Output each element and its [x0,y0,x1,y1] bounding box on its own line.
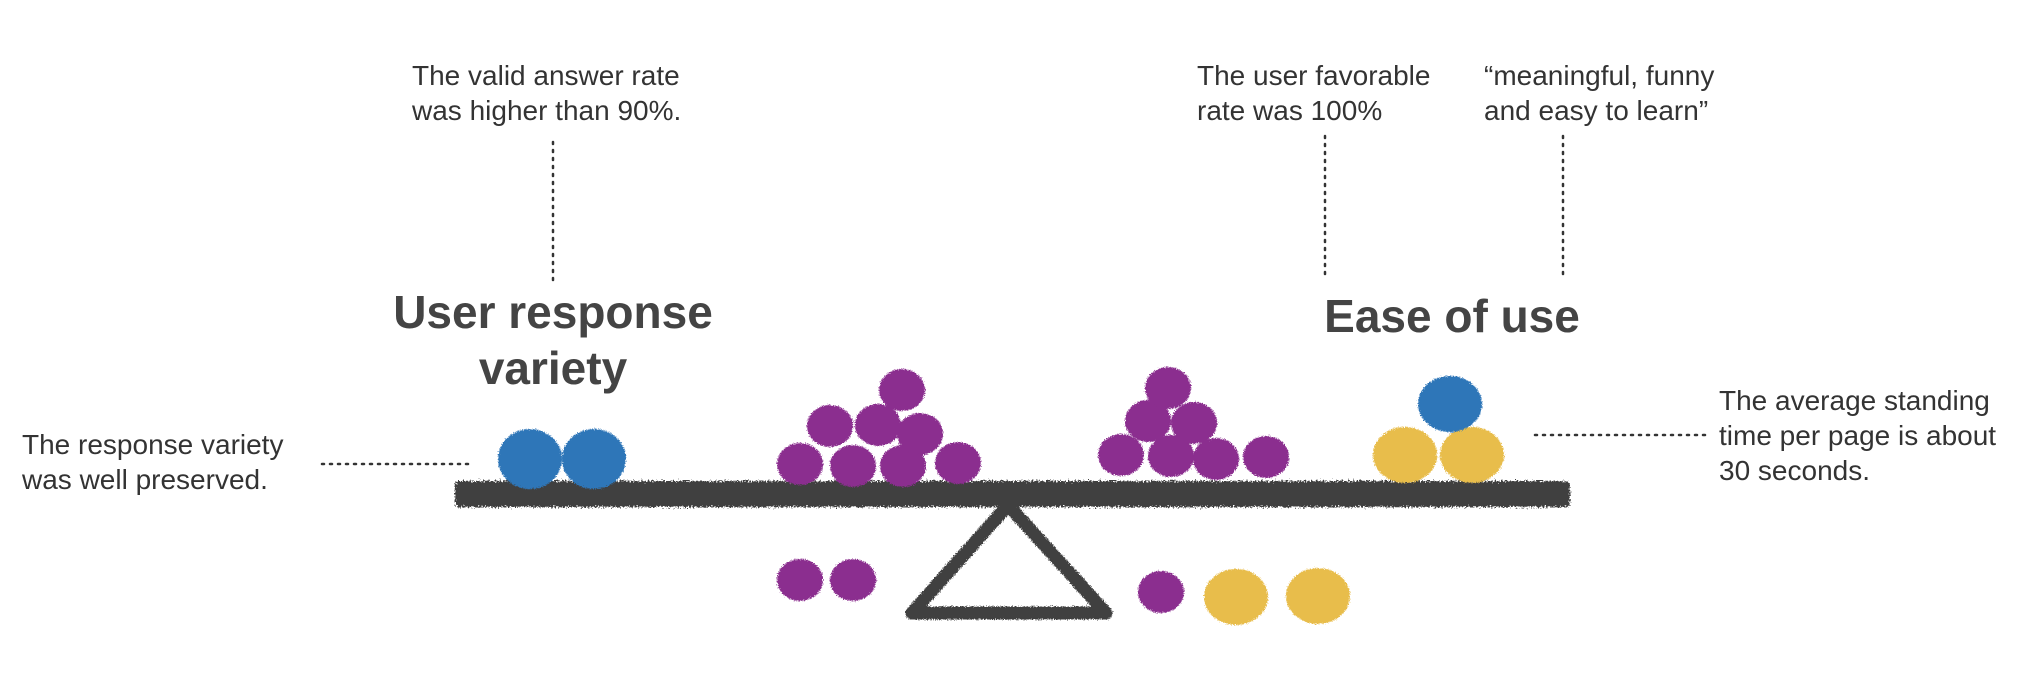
left-top-note-line-1: The valid answer rate [412,60,680,91]
right-side-note-line-2: time per page is about [1719,420,1997,451]
left-side-note-line-2: was well preserved. [22,464,268,495]
left-heading-line-2: variety [478,342,628,394]
ball-yellow-right-2 [1440,427,1504,483]
ball-blue-left-1 [498,429,562,489]
ball-purple-lc-6 [855,404,901,446]
ball-purple-lc-1 [777,443,823,485]
ball-purple-below-2 [830,559,876,601]
left-heading-line-1: User response [393,286,713,338]
right-side-note-line-3: 30 seconds. [1719,455,1870,486]
ball-purple-below-1 [777,559,823,601]
fulcrum-triangle [905,498,1113,620]
right-top-note-a-line-1: The user favorable [1197,60,1431,91]
ball-purple-lc-2 [830,445,876,487]
seesaw-beam [455,481,1570,507]
ball-yellow-below-1 [1204,569,1268,625]
ball-purple-rc-4 [1243,436,1289,478]
ball-blue-left-2 [562,429,626,489]
ball-purple-below-3 [1138,571,1184,613]
ball-purple-lc-3 [880,445,926,487]
ball-purple-lc-8 [879,369,925,411]
ball-purple-lc-7 [897,413,943,455]
ball-purple-lc-4 [935,442,981,484]
left-heading: User response variety [353,284,753,396]
ball-purple-rc-6 [1171,402,1217,444]
ball-yellow-right-1 [1373,427,1437,483]
ball-blue-right-top [1418,376,1482,432]
right-top-note-b: “meaningful, funny and easy to learn” [1484,58,1714,128]
right-heading-text: Ease of use [1324,290,1580,342]
right-side-note: The average standing time per page is ab… [1719,383,1996,488]
ball-yellow-below-2 [1286,568,1350,624]
left-top-note: The valid answer rate was higher than 90… [412,58,681,128]
right-top-note-a: The user favorable rate was 100% [1197,58,1430,128]
ball-purple-rc-3 [1193,438,1239,480]
right-top-note-b-line-2: and easy to learn” [1484,95,1709,126]
left-side-note-line-1: The response variety [22,429,284,460]
right-side-note-line-1: The average standing [1719,385,1990,416]
right-heading: Ease of use [1252,288,1652,344]
ball-purple-rc-1 [1098,434,1144,476]
right-top-note-a-line-2: rate was 100% [1197,95,1383,126]
ball-purple-rc-2 [1148,435,1194,477]
ball-purple-rc-5 [1125,400,1171,442]
ball-purple-lc-5 [807,405,853,447]
left-top-note-line-2: was higher than 90%. [412,95,682,126]
right-top-note-b-line-1: “meaningful, funny [1484,60,1715,91]
ball-purple-rc-7 [1145,367,1191,409]
left-side-note: The response variety was well preserved. [22,427,283,497]
